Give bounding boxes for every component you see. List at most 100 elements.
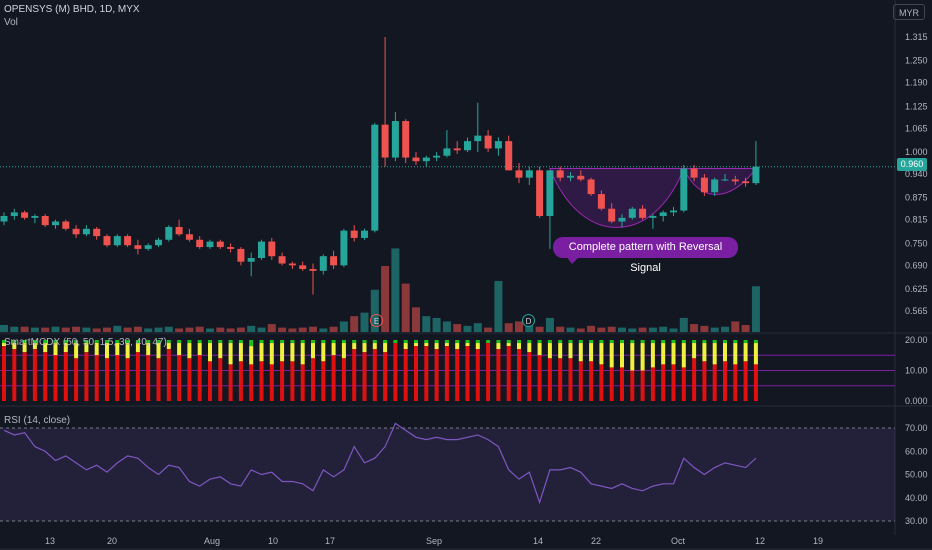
mcdx-red-bar [589,361,594,401]
volume-bar [473,323,482,332]
mcdx-green-bar [146,340,151,344]
candle-body [31,216,39,218]
mcdx-red-bar [414,346,418,401]
mcdx-green-bar [465,340,470,344]
mcdx-red-bar [599,364,604,401]
candle-body [711,179,719,193]
mcdx-yellow-bar [311,343,315,359]
volume-bar [484,327,493,332]
mcdx-yellow-bar [341,343,346,359]
volume-bar [731,321,740,332]
mcdx-red-bar [197,355,202,401]
volume-bar [412,307,420,332]
mcdx-tick-label: 20.00 [905,335,928,345]
mcdx-green-bar [208,340,212,344]
price-tick-label: 1.190 [905,78,928,88]
mcdx-yellow-bar [712,343,717,365]
volume-bar [566,327,575,332]
price-tick-label: 0.625 [905,284,928,294]
mcdx-green-bar [424,340,429,344]
volume-bar [370,289,379,332]
volume-label: Vol [4,17,18,28]
volume-bar [515,321,523,332]
time-tick-label: 22 [591,536,601,546]
mcdx-green-bar [414,340,418,344]
mcdx-yellow-bar [156,343,161,359]
candle-body [206,241,214,248]
mcdx-green-bar [249,340,254,347]
mcdx-green-bar [486,340,491,344]
volume-bar [226,328,235,332]
mcdx-red-bar [661,364,666,401]
volume-bar [41,327,50,332]
mcdx-yellow-bar [578,343,583,362]
candle-body [278,256,286,264]
price-axis[interactable]: 1.315 1.250 1.190 1.125 1.065 1.000 0.940 0.875… [45,32,928,546]
mcdx-yellow-bar [506,343,511,347]
mcdx-red-bar [650,367,655,401]
mcdx-yellow-bar [362,343,367,353]
volume-bar [607,326,616,332]
candle-body [453,148,461,151]
mcdx-green-bar [712,340,717,344]
price-tick-label: 1.000 [905,147,928,157]
mcdx-yellow-bar [599,343,604,365]
mcdx-red-bar [259,361,264,401]
volume-bar [113,325,122,332]
mcdx-green-bar [568,340,573,344]
volume-bar [535,326,544,332]
mcdx-yellow-bar [177,343,182,356]
currency-button[interactable]: MYR [893,4,925,20]
mcdx-green-bar [166,340,171,344]
candle-body [618,217,626,222]
mcdx-red-bar [331,355,336,401]
mcdx-green-bar [177,340,182,344]
mcdx-yellow-bar [444,343,449,347]
volume-bar [206,328,214,332]
volume-bar [329,326,338,332]
mcdx-yellow-bar [2,343,6,347]
mcdx-tick-label: 10.00 [905,366,928,376]
volume-bar [741,324,750,332]
mcdx-green-bar [53,340,58,344]
volume-bar [700,325,709,332]
volume-bar [298,327,307,332]
volume-bar [721,326,729,332]
candle-body [124,236,132,246]
volume-bar [751,286,760,332]
candle-body [443,148,451,156]
volume-bar [391,248,400,332]
mcdx-red-bar [341,358,346,401]
rsi-label: RSI (14, close) [4,415,71,426]
mcdx-red-bar [135,352,140,401]
candle-body [134,245,142,249]
candle-body [721,179,729,181]
volume-bar [556,326,565,332]
dividend-event-marker[interactable]: D [522,314,535,327]
volume-bar [154,327,163,332]
candle-body [402,121,410,158]
mcdx-red-bar [74,358,79,401]
mcdx-red-bar [733,364,738,401]
time-tick-label: Oct [671,536,686,546]
candle-body [474,135,482,142]
mcdx-green-bar [630,340,635,344]
mcdx-green-bar [259,340,264,344]
mcdx-yellow-bar [197,343,202,356]
mcdx-green-bar [372,340,377,344]
mcdx-yellow-bar [74,343,79,359]
mcdx-green-bar [681,340,686,344]
price-tick-label: 0.875 [905,193,928,203]
mcdx-yellow-bar [723,343,727,362]
mcdx-red-bar [280,361,285,401]
mcdx-yellow-bar [259,343,264,362]
mcdx-green-bar [527,340,532,344]
mcdx-yellow-bar [661,343,666,365]
price-candles[interactable] [0,37,760,295]
volume-bar [504,323,513,332]
earnings-event-marker[interactable]: E [370,314,383,327]
volume-bar [669,328,678,332]
candle-body [742,181,750,184]
volume-bar [463,325,472,332]
